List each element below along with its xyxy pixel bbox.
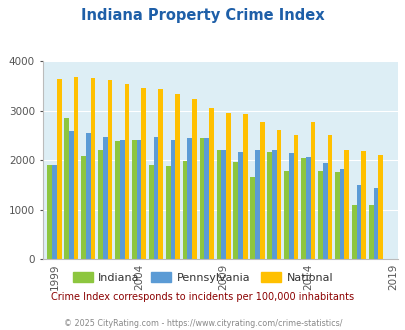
Bar xyxy=(204,138,209,259)
Bar xyxy=(209,108,213,259)
Bar xyxy=(141,88,146,259)
Bar xyxy=(259,122,264,259)
Bar xyxy=(254,149,259,259)
Bar xyxy=(216,150,221,259)
Bar xyxy=(356,185,360,259)
Bar xyxy=(187,138,192,259)
Bar xyxy=(233,162,238,259)
Legend: Indiana, Pennsylvania, National: Indiana, Pennsylvania, National xyxy=(68,268,337,287)
Bar xyxy=(301,158,305,259)
Bar xyxy=(119,140,124,259)
Bar xyxy=(86,133,90,259)
Bar xyxy=(242,114,247,259)
Bar xyxy=(57,80,62,259)
Bar xyxy=(90,79,95,259)
Bar xyxy=(293,135,298,259)
Bar xyxy=(284,171,288,259)
Bar xyxy=(47,165,52,259)
Text: © 2025 CityRating.com - https://www.cityrating.com/crime-statistics/: © 2025 CityRating.com - https://www.city… xyxy=(64,319,341,328)
Bar xyxy=(271,149,276,259)
Bar xyxy=(149,165,153,259)
Bar xyxy=(339,169,343,259)
Bar xyxy=(351,205,356,259)
Bar xyxy=(153,137,158,259)
Bar xyxy=(368,205,373,259)
Bar xyxy=(373,188,377,259)
Bar xyxy=(158,89,163,259)
Bar xyxy=(199,138,204,259)
Bar xyxy=(377,154,382,259)
Bar xyxy=(69,131,74,259)
Bar xyxy=(288,153,293,259)
Bar xyxy=(334,172,339,259)
Bar xyxy=(52,165,57,259)
Bar xyxy=(327,135,331,259)
Bar xyxy=(221,149,226,259)
Bar xyxy=(107,80,112,259)
Bar xyxy=(266,152,271,259)
Bar xyxy=(64,118,69,259)
Bar xyxy=(310,122,315,259)
Bar xyxy=(343,150,348,259)
Bar xyxy=(81,156,86,259)
Bar xyxy=(124,84,129,259)
Bar xyxy=(102,137,107,259)
Bar xyxy=(115,141,119,259)
Bar xyxy=(226,113,230,259)
Bar xyxy=(182,160,187,259)
Bar xyxy=(317,171,322,259)
Bar xyxy=(276,130,281,259)
Bar xyxy=(238,152,242,259)
Bar xyxy=(170,140,175,259)
Bar xyxy=(132,140,136,259)
Bar xyxy=(165,166,170,259)
Bar xyxy=(192,99,196,259)
Text: Indiana Property Crime Index: Indiana Property Crime Index xyxy=(81,8,324,23)
Bar xyxy=(175,94,179,259)
Bar xyxy=(305,157,310,259)
Bar xyxy=(360,151,365,259)
Bar xyxy=(98,150,102,259)
Bar xyxy=(74,77,78,259)
Text: Crime Index corresponds to incidents per 100,000 inhabitants: Crime Index corresponds to incidents per… xyxy=(51,292,354,302)
Bar xyxy=(322,162,327,259)
Bar xyxy=(136,140,141,259)
Bar xyxy=(250,178,254,259)
